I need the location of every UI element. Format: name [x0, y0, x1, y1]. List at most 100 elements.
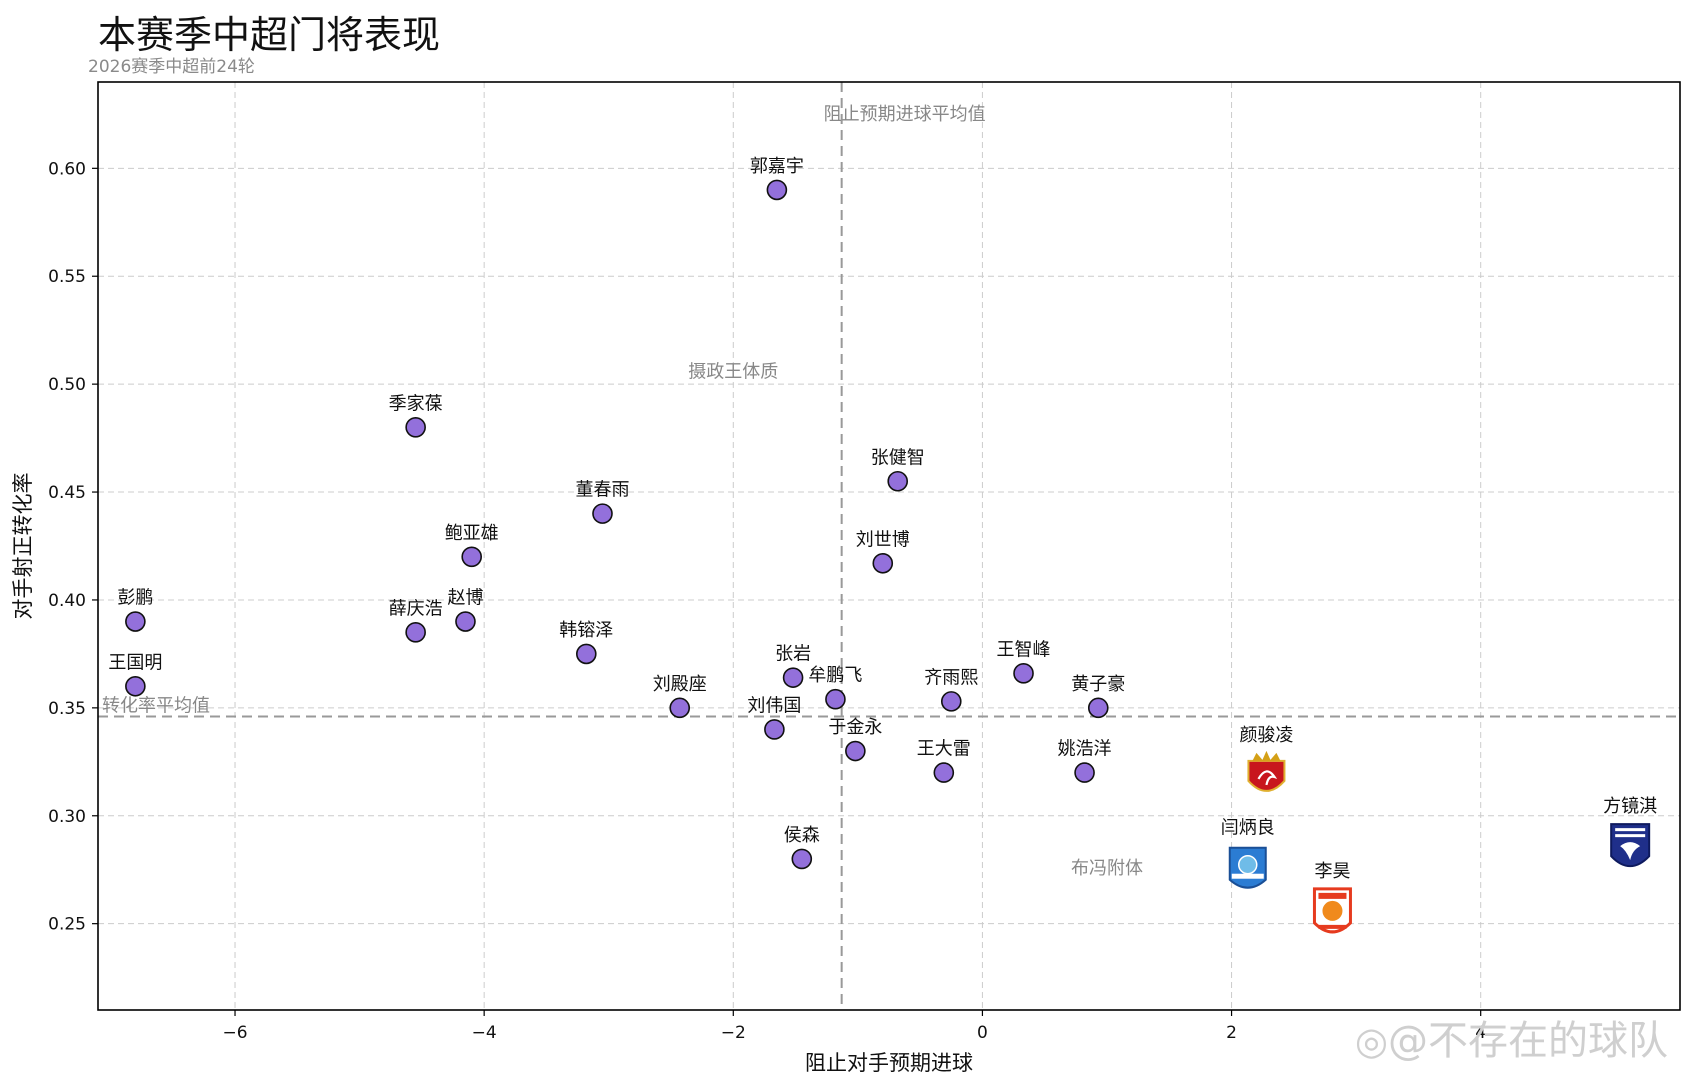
point-label: 于金永 — [828, 717, 882, 738]
scatter-point — [825, 688, 846, 710]
point-label: 方镜淇 — [1603, 796, 1657, 817]
x-tick-label: −6 — [222, 1023, 247, 1043]
point-label: 董春雨 — [575, 480, 629, 501]
x-axis-label: 阻止对手预期进球 — [805, 1051, 973, 1075]
logo-top-band — [1318, 892, 1347, 899]
data-point: 李昊 — [1312, 861, 1352, 934]
y-tick-label: 0.25 — [48, 915, 86, 935]
scatter-point — [405, 417, 426, 438]
point-label: 张健智 — [871, 447, 925, 468]
scatter-point — [933, 762, 955, 783]
chart-subtitle: 2026赛季中超前24轮 — [88, 57, 255, 77]
data-point: 王智峰 — [997, 639, 1051, 684]
data-point: 张健智 — [871, 447, 925, 492]
scatter-point — [1013, 663, 1034, 684]
point-label: 姚浩洋 — [1058, 739, 1112, 760]
point-label: 闫炳良 — [1221, 818, 1275, 839]
y-tick-label: 0.40 — [48, 591, 86, 611]
scatter-point — [764, 719, 785, 740]
point-label: 齐雨熙 — [924, 667, 978, 688]
data-point: 王大雷 — [917, 739, 971, 783]
scatter-point — [766, 179, 788, 201]
scatter-point — [669, 697, 691, 719]
logo-stripe — [1615, 828, 1646, 832]
data-point: 侯森 — [784, 825, 820, 870]
data-point: 牟鹏飞 — [808, 665, 862, 710]
point-label: 彭鹏 — [117, 588, 153, 609]
logo-emblem — [1322, 900, 1343, 921]
x-tick-label: 4 — [1475, 1023, 1486, 1043]
scatter-point — [576, 643, 597, 665]
y-tick-label: 0.60 — [48, 159, 86, 179]
x-mean-label: 阻止预期进球平均值 — [824, 104, 986, 125]
logo-shield — [1247, 759, 1286, 792]
scatter-point — [1087, 697, 1109, 719]
scatter-point — [887, 470, 909, 492]
point-label: 黄子豪 — [1071, 674, 1125, 695]
data-point: 王国明 — [108, 652, 162, 697]
data-point: 颜骏凌 — [1239, 725, 1293, 792]
logo-bottom-band — [1318, 924, 1347, 929]
data-point: 董春雨 — [575, 480, 629, 524]
data-point: 刘伟国 — [747, 695, 801, 740]
data-point: 赵博 — [447, 588, 483, 632]
scatter-point — [791, 848, 813, 870]
y-tick-label: 0.45 — [48, 483, 86, 503]
data-point: 彭鹏 — [117, 588, 153, 632]
point-label: 鲍亚雄 — [445, 523, 499, 544]
scatter-point — [125, 675, 146, 697]
scatter-point — [1074, 762, 1095, 783]
point-label: 王大雷 — [917, 739, 971, 760]
weibo-watermark: ◎@不存在的球队 — [1355, 1008, 1668, 1066]
data-point: 黄子豪 — [1071, 674, 1125, 719]
scatter-point — [461, 546, 483, 568]
data-point: 刘世博 — [856, 529, 910, 574]
y-tick-label: 0.30 — [48, 807, 86, 827]
data-point: 姚浩洋 — [1058, 739, 1112, 783]
point-label: 颜骏凌 — [1239, 725, 1293, 746]
point-label: 张岩 — [775, 644, 811, 665]
data-point: 方镜淇 — [1603, 796, 1657, 868]
y-tick-label: 0.55 — [48, 267, 86, 287]
point-label: 刘殿座 — [653, 674, 707, 695]
point-label: 韩镕泽 — [559, 620, 613, 641]
y-mean-label: 转化率平均值 — [102, 695, 210, 716]
scatter-point — [872, 552, 894, 574]
data-point: 于金永 — [828, 717, 882, 762]
watermark-text: @不存在的球队 — [1388, 1018, 1668, 1064]
data-point: 齐雨熙 — [924, 667, 978, 712]
logo-ball — [1238, 854, 1258, 875]
point-label: 侯森 — [784, 825, 820, 846]
scatter-point — [125, 611, 146, 632]
scatter-point — [845, 740, 866, 762]
point-label: 李昊 — [1314, 861, 1350, 882]
x-tick-label: 0 — [977, 1023, 988, 1043]
scatter-point — [940, 691, 962, 712]
data-point: 薛庆浩 — [389, 598, 443, 643]
y-tick-label: 0.35 — [48, 699, 86, 719]
data-point: 张岩 — [775, 644, 811, 688]
data-point: 鲍亚雄 — [445, 523, 499, 568]
point-label: 王国明 — [108, 652, 162, 673]
logo-band — [1231, 873, 1264, 879]
point-label: 赵博 — [447, 588, 483, 609]
y-axis-label: 对手射正转化率 — [11, 473, 35, 620]
axis-ticks: −6 −4 −2 0 2 4 0.25 0.30 0.35 0.40 0.45 0.50 0.55 0.6… — [48, 159, 1486, 1043]
scatter-point — [405, 622, 426, 643]
region-annotation: 摄政王体质 — [688, 362, 778, 383]
point-label: 刘世博 — [856, 529, 910, 550]
y-tick-label: 0.50 — [48, 375, 86, 395]
logo-crown — [1252, 750, 1281, 761]
x-tick-label: −2 — [721, 1023, 746, 1043]
data-point: 郭嘉宇 — [750, 156, 804, 201]
point-label: 郭嘉宇 — [750, 156, 804, 177]
chart-title: 本赛季中超门将表现 — [98, 13, 441, 57]
plot-frame — [97, 81, 1681, 1011]
x-tick-label: −4 — [472, 1023, 497, 1043]
data-point: 闫炳良 — [1221, 818, 1275, 889]
x-tick-label: 2 — [1226, 1023, 1237, 1043]
logo-emblem — [1620, 842, 1641, 861]
